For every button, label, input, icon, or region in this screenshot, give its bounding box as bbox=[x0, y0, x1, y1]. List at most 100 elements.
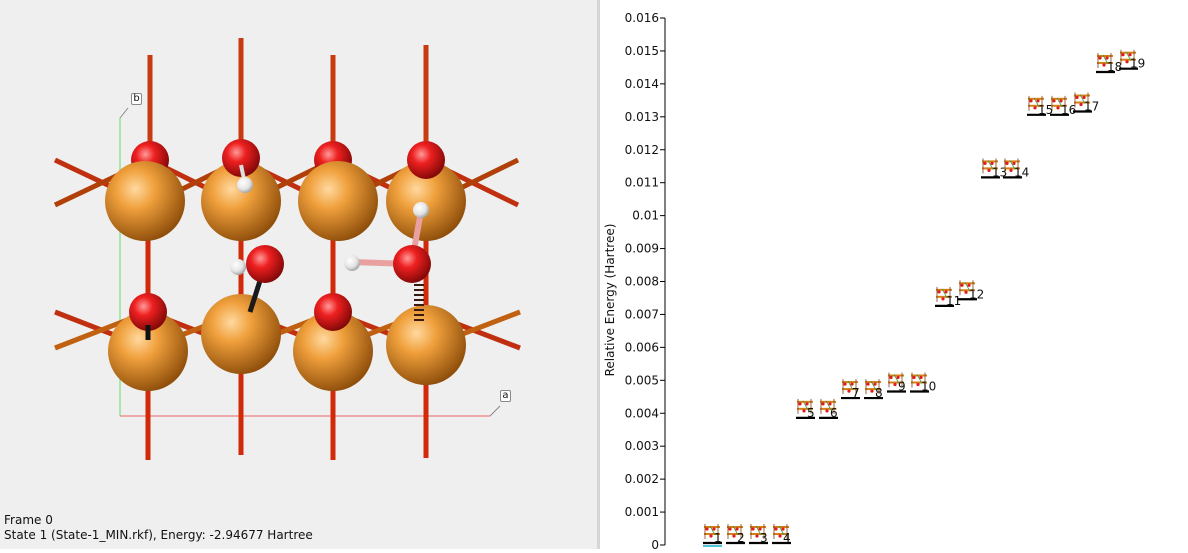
energy-level-label: 16 bbox=[1061, 103, 1076, 117]
energy-level-label: 8 bbox=[875, 386, 883, 400]
metal-atom[interactable] bbox=[386, 161, 466, 241]
energy-level-label: 6 bbox=[830, 406, 838, 420]
y-tick-label: 0.003 bbox=[625, 439, 659, 453]
y-tick-label: 0.015 bbox=[625, 44, 659, 58]
energy-level-label: 5 bbox=[807, 406, 815, 420]
energy-level-label: 7 bbox=[852, 386, 860, 400]
y-tick-label: 0.001 bbox=[625, 505, 659, 519]
axis-a-label: a bbox=[500, 390, 511, 402]
energy-level-18[interactable]: 18 bbox=[1096, 52, 1122, 74]
panel-splitter[interactable] bbox=[597, 0, 600, 549]
y-tick-label: 0.007 bbox=[625, 307, 659, 321]
oxygen-atom[interactable] bbox=[407, 141, 445, 179]
state-energy-label: State 1 (State-1_MIN.rkf), Energy: -2.94… bbox=[4, 528, 313, 542]
metal-atom[interactable] bbox=[386, 305, 466, 385]
energy-level-12[interactable]: 12 bbox=[958, 280, 984, 301]
state-thumbnail-icon bbox=[820, 398, 836, 414]
y-axis-label: Relative Energy (Hartree) bbox=[603, 224, 617, 377]
energy-level-17[interactable]: 17 bbox=[1073, 92, 1099, 114]
y-tick-label: 0.01 bbox=[632, 209, 659, 223]
energy-level-label: 11 bbox=[946, 294, 961, 308]
metal-atom[interactable] bbox=[298, 161, 378, 241]
energy-chart[interactable]: 0 0.001 0.002 0.003 0.004 0.005 0.006 0.007 0.00… bbox=[600, 0, 1188, 552]
state-thumbnail-icon bbox=[1074, 92, 1090, 108]
oxygen-atom[interactable] bbox=[393, 245, 431, 283]
y-tick-label: 0 bbox=[651, 538, 659, 549]
oxygen-atom[interactable] bbox=[314, 293, 352, 331]
oxygen-atom[interactable] bbox=[129, 293, 167, 331]
y-tick-label: 0.013 bbox=[625, 110, 659, 124]
energy-level-label: 17 bbox=[1084, 100, 1099, 114]
energy-level-11[interactable]: 11 bbox=[935, 286, 961, 308]
y-tick-label: 0.005 bbox=[625, 373, 659, 387]
energy-level-16[interactable]: 16 bbox=[1050, 95, 1076, 117]
hydrogen-atom[interactable] bbox=[413, 202, 429, 218]
axis-b-label: b bbox=[131, 93, 142, 105]
state-thumbnail-icon bbox=[982, 158, 998, 174]
hydrogen-bond-dashes bbox=[414, 284, 424, 321]
state-thumbnail-icon bbox=[842, 379, 858, 395]
state-thumbnail-icon bbox=[773, 524, 789, 539]
energy-level-plot[interactable]: 0 0.001 0.002 0.003 0.004 0.005 0.006 0.007 0.00… bbox=[600, 0, 1188, 552]
metal-atom[interactable] bbox=[293, 311, 373, 391]
state-thumbnail-icon bbox=[1028, 95, 1044, 111]
energy-level-label: 18 bbox=[1107, 60, 1122, 74]
metal-atom[interactable] bbox=[201, 294, 281, 374]
state-thumbnail-icon bbox=[1120, 49, 1136, 65]
energy-level-13[interactable]: 13 bbox=[981, 158, 1007, 179]
state-thumbnail-icon bbox=[959, 280, 975, 296]
y-tick-label: 0.004 bbox=[625, 406, 659, 420]
hydrogen-atom[interactable] bbox=[237, 177, 253, 193]
state-thumbnail-icon bbox=[1051, 95, 1067, 111]
energy-level-label: 4 bbox=[783, 531, 791, 545]
energy-level-label: 2 bbox=[737, 531, 745, 545]
energy-level-19[interactable]: 19 bbox=[1119, 49, 1145, 71]
state-thumbnail-icon bbox=[704, 524, 720, 539]
energy-level-label: 1 bbox=[714, 531, 722, 545]
energy-level-8[interactable]: 8 bbox=[864, 379, 883, 400]
energy-level-label: 12 bbox=[969, 287, 984, 301]
hydrogen-atom[interactable] bbox=[344, 255, 360, 271]
metal-atom[interactable] bbox=[201, 161, 281, 241]
state-thumbnail-icon bbox=[865, 379, 881, 395]
energy-level-14[interactable]: 14 bbox=[1003, 158, 1029, 179]
hydrogen-atom[interactable] bbox=[230, 259, 246, 275]
y-tick-label: 0.011 bbox=[625, 176, 659, 190]
frame-label: Frame 0 bbox=[4, 513, 53, 527]
energy-level-label: 13 bbox=[992, 165, 1007, 179]
axis-b-tick bbox=[119, 107, 129, 119]
y-tick-label: 0.006 bbox=[625, 340, 659, 354]
y-tick-label: 0.016 bbox=[625, 11, 659, 25]
energy-level-label: 14 bbox=[1014, 165, 1029, 179]
oxygen-atom[interactable] bbox=[246, 245, 284, 283]
energy-level-label: 10 bbox=[921, 379, 936, 393]
energy-level-4[interactable]: 4 bbox=[772, 524, 791, 545]
energy-level-label: 15 bbox=[1038, 103, 1053, 117]
energy-level-7[interactable]: 7 bbox=[841, 379, 860, 400]
energy-level-6[interactable]: 6 bbox=[819, 398, 838, 420]
y-tick-label: 0.002 bbox=[625, 472, 659, 486]
energy-level-label: 3 bbox=[760, 531, 768, 545]
oxygen-atom[interactable] bbox=[222, 139, 260, 177]
state-thumbnail-icon bbox=[888, 372, 904, 388]
metal-atom[interactable] bbox=[108, 311, 188, 391]
y-tick-label: 0.012 bbox=[625, 143, 659, 157]
energy-level-10[interactable]: 10 bbox=[910, 372, 936, 393]
energy-level-9[interactable]: 9 bbox=[887, 372, 906, 393]
energy-level-15[interactable]: 15 bbox=[1027, 95, 1053, 117]
energy-level-label: 19 bbox=[1130, 57, 1145, 71]
state-thumbnail-icon bbox=[727, 524, 743, 539]
molecule-viewer[interactable]: b a Frame 0 State 1 (State-1_MIN.rkf), E… bbox=[0, 0, 597, 549]
state-thumbnail-icon bbox=[936, 286, 952, 302]
y-tick-label: 0.008 bbox=[625, 275, 659, 289]
state-thumbnail-icon bbox=[1004, 158, 1020, 174]
molecule-structure[interactable] bbox=[0, 0, 597, 549]
y-tick-label: 0.009 bbox=[625, 242, 659, 256]
metal-atom[interactable] bbox=[105, 161, 185, 241]
energy-level-3[interactable]: 3 bbox=[749, 524, 768, 545]
energy-level-5[interactable]: 5 bbox=[796, 398, 815, 420]
state-thumbnail-icon bbox=[797, 398, 813, 414]
energy-level-1[interactable]: 1 bbox=[703, 524, 722, 547]
energy-level-2[interactable]: 2 bbox=[726, 524, 745, 545]
